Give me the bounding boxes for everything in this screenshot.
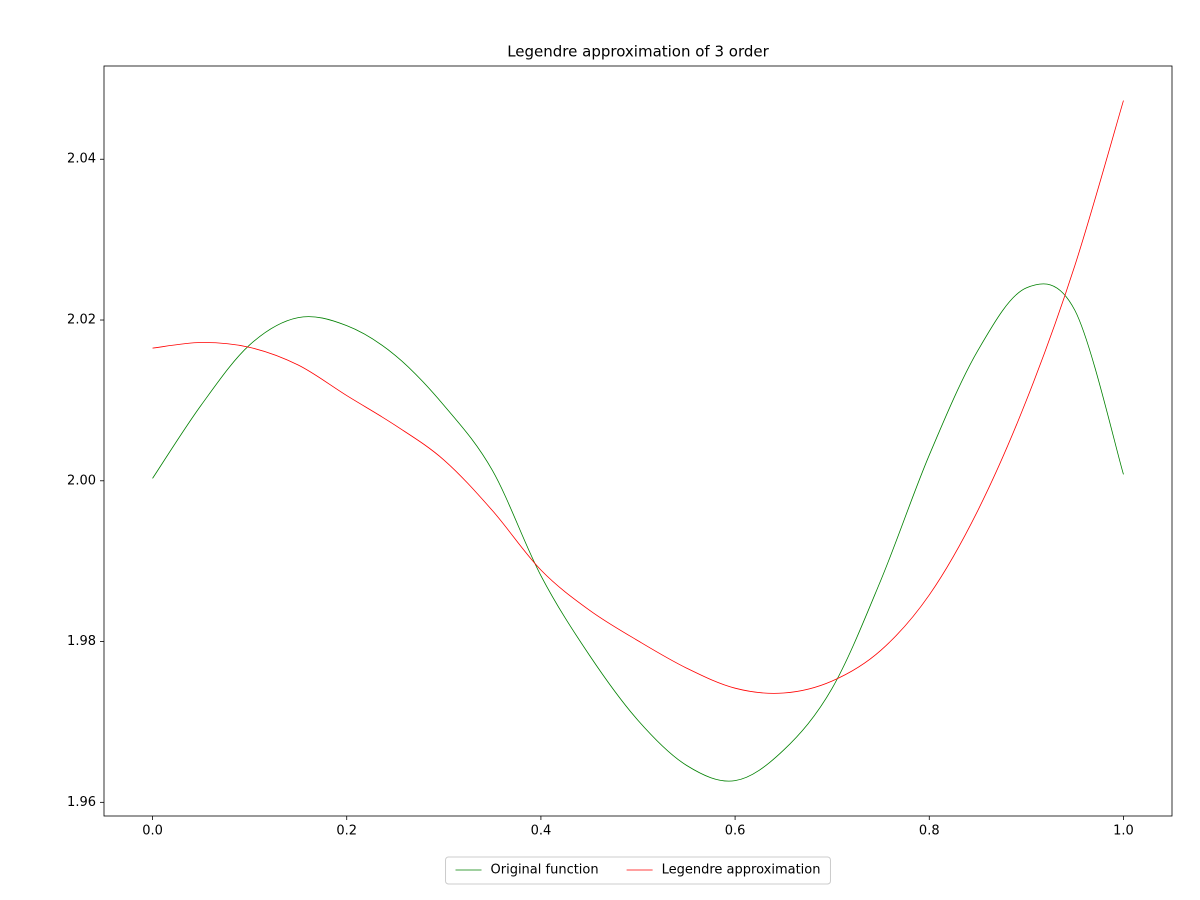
legend-label: Legendre approximation — [662, 863, 821, 878]
x-tick-label: 0.6 — [725, 824, 746, 839]
legend-box — [445, 856, 831, 885]
plot-frame — [103, 65, 1173, 817]
y-tick-label: 2.02 — [67, 313, 96, 328]
y-tick-label: 1.96 — [67, 795, 96, 810]
x-tick-label: 1.0 — [1113, 824, 1134, 839]
legend-label: Original function — [491, 863, 599, 878]
chart-title: Legendre approximation of 3 order — [507, 43, 769, 61]
x-tick-label: 0.0 — [142, 824, 163, 839]
x-tick-label: 0.2 — [336, 824, 357, 839]
x-tick-label: 0.8 — [919, 824, 940, 839]
y-tick-label: 2.00 — [67, 473, 96, 488]
series-line — [152, 283, 1124, 782]
series-line — [152, 100, 1124, 694]
x-tick-label: 0.4 — [531, 824, 552, 839]
y-tick-label: 1.98 — [67, 634, 96, 649]
y-tick-label: 2.04 — [67, 152, 96, 167]
legend: Original function Legendre approximation — [445, 856, 831, 885]
